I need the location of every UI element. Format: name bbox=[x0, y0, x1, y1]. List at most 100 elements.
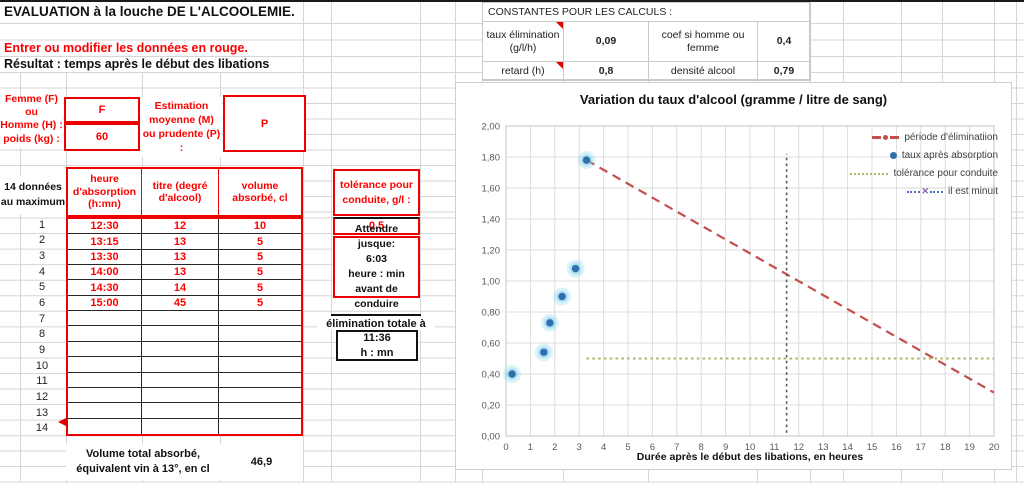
cell-vol[interactable]: 5 bbox=[219, 280, 301, 296]
col-header-volume: volume absorbé, cl bbox=[232, 179, 288, 205]
constant-value-densite[interactable]: 0,79 bbox=[758, 62, 811, 81]
cell-time[interactable] bbox=[68, 372, 142, 388]
cell-deg[interactable] bbox=[142, 311, 219, 327]
legend-marker-icon bbox=[889, 152, 897, 159]
cell-time[interactable]: 13:30 bbox=[68, 249, 142, 266]
row-number: 2 bbox=[38, 234, 46, 247]
cell-vol[interactable] bbox=[219, 357, 301, 373]
cell-vol[interactable]: 5 bbox=[219, 250, 301, 266]
legend-label: période d'éliminatiion bbox=[904, 132, 998, 143]
legend-item: tolérance pour conduite bbox=[850, 165, 998, 182]
cell-time[interactable]: 14:30 bbox=[68, 280, 142, 296]
cell-vol[interactable] bbox=[219, 373, 301, 388]
x-tick: 19 bbox=[964, 442, 975, 453]
cell-deg[interactable] bbox=[142, 326, 219, 342]
row-number: 3 bbox=[38, 250, 46, 263]
row-number: 8 bbox=[38, 328, 46, 341]
y-tick: 1,60 bbox=[482, 184, 501, 195]
row-number: 13 bbox=[35, 406, 49, 419]
cell-vol[interactable] bbox=[219, 388, 301, 404]
total-volume-label: Volume total absorbé, équivalent vin à 1… bbox=[66, 444, 220, 480]
row-number: 7 bbox=[38, 312, 46, 325]
cell-vol[interactable] bbox=[219, 326, 301, 342]
constant-value-taux-elimination[interactable]: 0,09 bbox=[564, 22, 649, 62]
estimation-input-cell[interactable]: P bbox=[223, 95, 306, 152]
cell-time[interactable] bbox=[68, 418, 142, 434]
cell-deg[interactable] bbox=[142, 357, 219, 373]
col-header-time: heure d'absorption (h:mn) bbox=[68, 169, 142, 215]
cell-time[interactable]: 13:15 bbox=[68, 234, 142, 250]
alcohol-chart[interactable]: Variation du taux d'alcool (gramme / lit… bbox=[455, 82, 1012, 470]
drinks-table-header: heure d'absorption (h:mn) titre (degré d… bbox=[66, 167, 303, 217]
cell-deg[interactable]: 13 bbox=[142, 234, 219, 250]
data-point bbox=[558, 292, 566, 301]
elimination-time-box: 11:36 h : mn bbox=[336, 330, 418, 361]
cell-deg[interactable]: 13 bbox=[142, 249, 219, 266]
cell-time[interactable] bbox=[68, 311, 142, 327]
x-tick: 8 bbox=[699, 442, 704, 453]
weight-input-cell[interactable]: 60 bbox=[64, 123, 140, 151]
constant-value-coef[interactable]: 0,4 bbox=[758, 22, 811, 62]
cell-time[interactable] bbox=[68, 341, 142, 358]
cell-vol[interactable] bbox=[219, 403, 301, 419]
x-tick: 12 bbox=[794, 442, 805, 453]
x-tick: 18 bbox=[940, 442, 951, 453]
cell-vol[interactable] bbox=[219, 342, 301, 358]
row-number: 12 bbox=[35, 390, 49, 403]
row-number: 4 bbox=[38, 265, 46, 278]
y-tick: 1,00 bbox=[482, 277, 501, 288]
x-tick: 16 bbox=[891, 442, 902, 453]
cell-deg[interactable]: 45 bbox=[142, 295, 219, 312]
cell-vol[interactable]: 10 bbox=[219, 219, 301, 235]
row-number: 5 bbox=[38, 281, 46, 294]
cell-vol[interactable] bbox=[219, 311, 301, 327]
chart-legend: période d'éliminatiion taux après absorpt… bbox=[850, 129, 998, 200]
x-axis-title: Durée après le début des libations, en h… bbox=[636, 451, 864, 463]
cell-deg[interactable] bbox=[142, 418, 219, 434]
y-tick: 1,40 bbox=[482, 215, 501, 226]
sex-input-cell[interactable]: F bbox=[64, 97, 140, 123]
cell-time[interactable]: 14:00 bbox=[68, 265, 142, 281]
data-point bbox=[508, 370, 516, 378]
note-result: Résultat : temps après le début des liba… bbox=[4, 57, 270, 71]
cell-vol[interactable]: 5 bbox=[219, 296, 301, 312]
y-tick: 2,00 bbox=[482, 122, 501, 133]
y-tick: 1,80 bbox=[482, 153, 501, 164]
note-edit-red: Entrer ou modifier les données en rouge. bbox=[4, 41, 248, 55]
cell-vol[interactable]: 5 bbox=[219, 234, 301, 250]
data-point bbox=[546, 319, 554, 327]
comment-indicator bbox=[556, 22, 563, 29]
row-number: 9 bbox=[38, 343, 46, 356]
cell-time[interactable] bbox=[68, 357, 142, 373]
legend-label: taux après absorption bbox=[901, 150, 998, 161]
legend-label: tolérance pour conduite bbox=[893, 168, 998, 179]
cell-time[interactable] bbox=[68, 387, 142, 404]
cell-deg[interactable]: 14 bbox=[142, 280, 219, 296]
top-row-border bbox=[0, 0, 1024, 2]
cell-time[interactable]: 12:30 bbox=[68, 219, 142, 235]
cell-deg[interactable] bbox=[142, 341, 219, 358]
legend-marker-icon bbox=[850, 172, 889, 175]
constant-value-retard[interactable]: 0,8 bbox=[564, 62, 649, 81]
cell-time[interactable]: 15:00 bbox=[68, 295, 142, 312]
cell-time[interactable] bbox=[68, 403, 142, 419]
constants-table: CONSTANTES POUR LES CALCULS : taux élimi… bbox=[482, 2, 811, 81]
estimation-label: Estimation moyenne (M) ou prudente (P): bbox=[141, 97, 222, 157]
legend-item: taux après absorption bbox=[889, 147, 998, 164]
cell-time[interactable] bbox=[68, 326, 142, 342]
row-number: 1 bbox=[38, 218, 46, 231]
cell-vol[interactable] bbox=[219, 419, 301, 434]
cell-vol[interactable]: 5 bbox=[219, 265, 301, 281]
constant-label-densite: densité alcool bbox=[649, 62, 758, 81]
wait-until-box: Attendre jusque: 6:03 heure : min avant de … bbox=[333, 223, 420, 310]
weight-label: poids (kg) : bbox=[0, 131, 63, 148]
x-tick: 2 bbox=[552, 442, 557, 453]
tolerance-value-cell[interactable]: 0,5 bbox=[333, 217, 420, 235]
cell-deg[interactable] bbox=[142, 372, 219, 388]
cell-deg[interactable] bbox=[142, 387, 219, 404]
cell-deg[interactable]: 12 bbox=[142, 219, 219, 235]
cell-deg[interactable]: 13 bbox=[142, 265, 219, 281]
comment-arrow bbox=[58, 417, 68, 427]
cell-deg[interactable] bbox=[142, 403, 219, 419]
